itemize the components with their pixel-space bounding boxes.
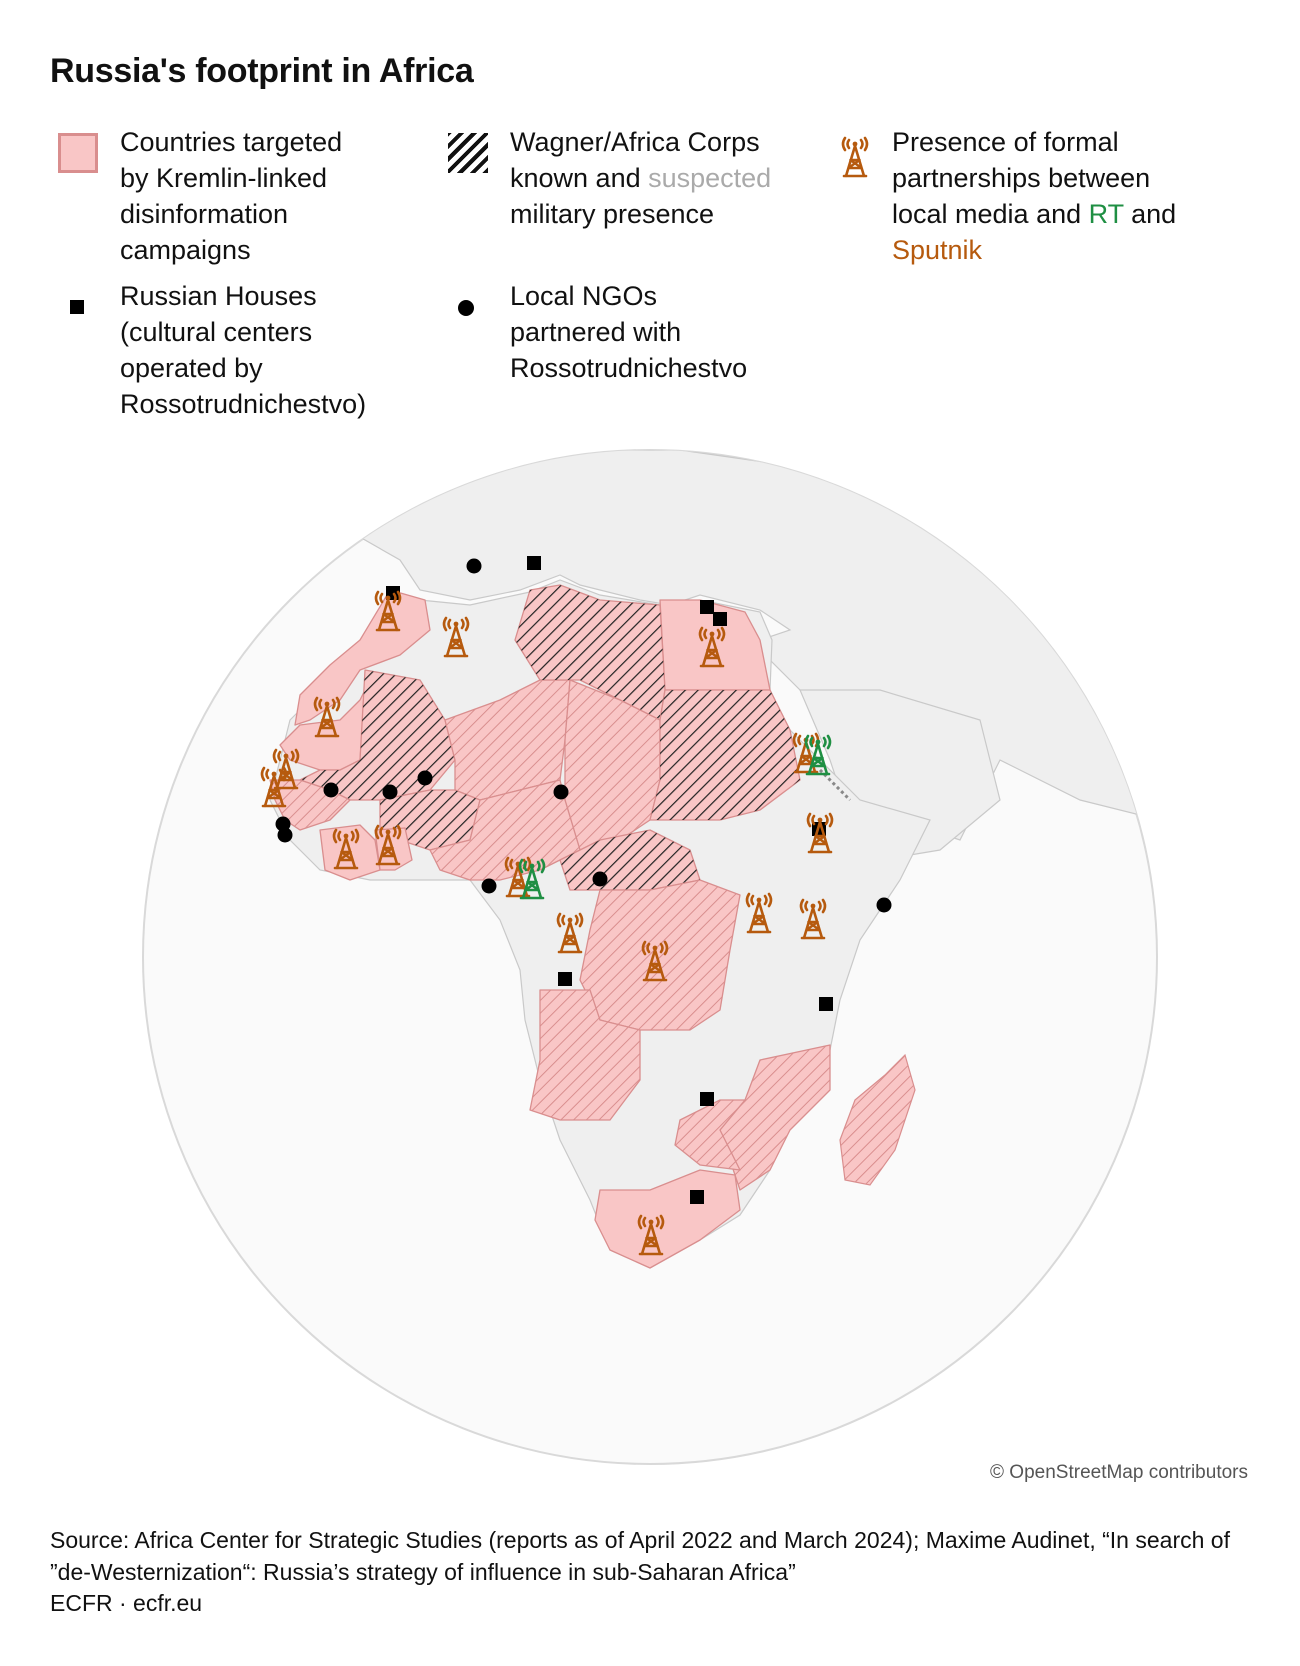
square-marker-icon: [700, 1092, 714, 1106]
square-marker-icon: [558, 972, 572, 986]
legend-disinfo: Countries targeted by Kremlin-linked dis…: [120, 124, 420, 268]
square-marker-icon: [527, 556, 541, 570]
legend-ngos-line: partnered with: [510, 317, 682, 347]
source-text: Source: Africa Center for Strategic Stud…: [50, 1527, 1230, 1585]
square-marker-icon: [70, 300, 84, 314]
square-marker-icon: [713, 612, 727, 626]
dot-marker-icon: [481, 878, 497, 894]
footer-text: ECFR · ecfr.eu: [50, 1590, 203, 1616]
legend-houses-line: Rossotrudnichestvo): [120, 389, 367, 419]
dot-marker-icon: [458, 300, 474, 316]
legend-disinfo-line: campaigns: [120, 235, 251, 265]
ngo-markers: [275, 558, 892, 913]
legend-wagner-line: military presence: [510, 199, 715, 229]
legend-houses-line: Russian Houses: [120, 281, 317, 311]
dot-marker-icon: [876, 897, 892, 913]
legend-wagner-line: Wagner/Africa Corps: [510, 127, 760, 157]
legend-media-line: Presence of formal: [892, 127, 1119, 157]
legend-disinfo-line: disinformation: [120, 199, 289, 229]
legend-media-line: local media and RT and: [892, 196, 1252, 232]
dot-marker-icon: [323, 782, 339, 798]
legend-ngos: Local NGOs partnered with Rossotrudniche…: [510, 278, 830, 386]
dot-marker-icon: [592, 871, 608, 887]
legend-media: Presence of formal partnerships between …: [892, 124, 1252, 268]
legend-ngos-line: Local NGOs: [510, 281, 658, 311]
dot-marker-icon: [417, 770, 433, 786]
legend-ngos-line: Rossotrudnichestvo: [510, 353, 748, 383]
square-marker-icon: [700, 600, 714, 614]
square-marker-icon: [690, 1190, 704, 1204]
legend-disinfo-line: Countries targeted: [120, 127, 343, 157]
dot-marker-icon: [466, 558, 482, 574]
legend-wagner-suspected: suspected: [648, 163, 772, 193]
square-marker-icon: [819, 997, 833, 1011]
radio-tower-icon: [841, 136, 869, 178]
legend-houses-line: (cultural centers: [120, 317, 313, 347]
dot-marker-icon: [277, 827, 293, 843]
legend-wagner: Wagner/Africa Corps known and suspected …: [510, 124, 830, 232]
map-title: Russia's footprint in Africa: [50, 52, 474, 90]
legend-disinfo-line: by Kremlin-linked: [120, 163, 328, 193]
legend-media-prefix: local media and: [892, 199, 1089, 229]
legend-wagner-known: known and: [510, 163, 649, 193]
wagner-hatch-swatch: [448, 133, 488, 173]
legend-media-sputnik: Sputnik: [892, 235, 983, 265]
legend-media-line: partnerships between: [892, 163, 1151, 193]
legend-media-and: and: [1123, 199, 1177, 229]
dot-marker-icon: [553, 784, 569, 800]
disinfo-swatch: [58, 133, 98, 173]
osm-attribution: © OpenStreetMap contributors: [990, 1462, 1248, 1483]
dot-marker-icon: [382, 784, 398, 800]
legend-wagner-line: known and suspected: [510, 160, 830, 196]
legend-media-rt: RT: [1088, 199, 1124, 229]
legend-houses-line: operated by: [120, 353, 263, 383]
legend-houses: Russian Houses (cultural centers operate…: [120, 278, 450, 422]
